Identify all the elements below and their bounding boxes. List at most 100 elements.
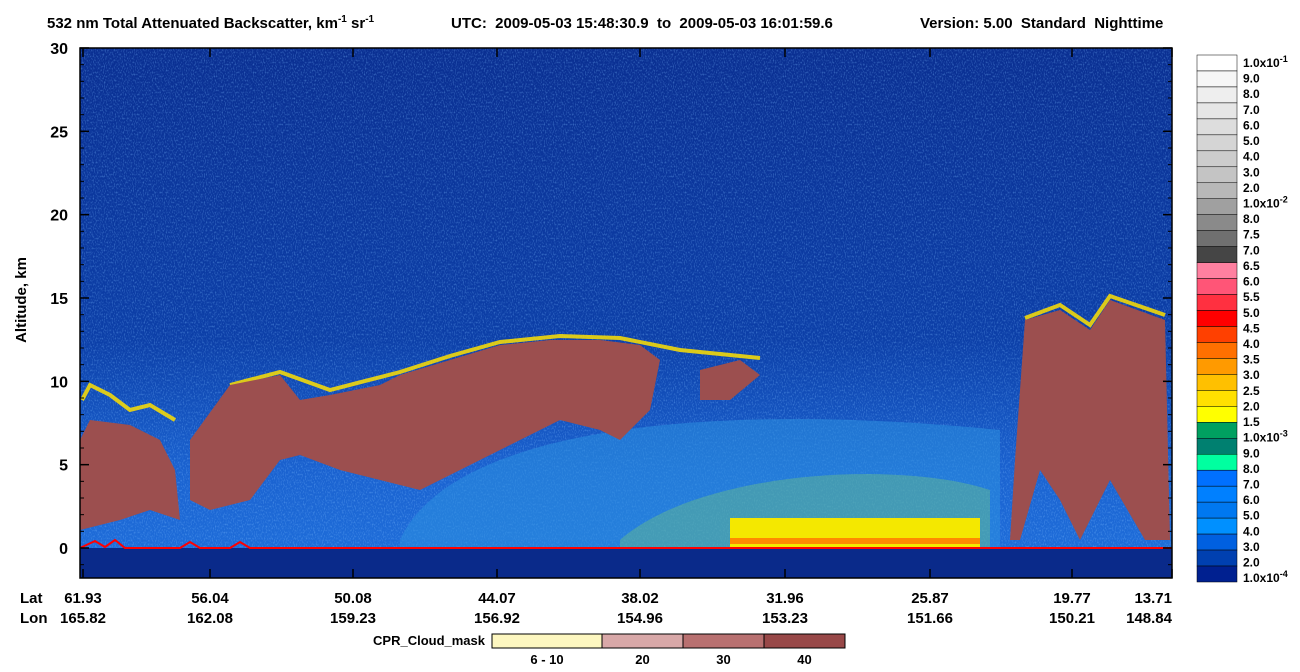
cpr-legend-box <box>682 633 765 649</box>
colorbar-label: 7.0 <box>1243 103 1260 117</box>
cpr-legend-label: 30 <box>716 652 730 667</box>
cpr-legend-label: 20 <box>635 652 649 667</box>
colorbar-label: 1.5 <box>1243 415 1260 429</box>
colorbar-label: 4.0 <box>1243 337 1260 351</box>
colorbar-label: 4.0 <box>1243 150 1260 164</box>
colorbar-bin <box>1196 54 1238 72</box>
colorbar-bin <box>1196 118 1238 136</box>
colorbar-label: 1.0x10-2 <box>1243 194 1288 210</box>
lat-tick-label: 44.07 <box>478 590 516 607</box>
colorbar-bin <box>1196 294 1238 311</box>
lat-tick-label: 61.93 <box>64 590 102 607</box>
lon-tick-label: 154.96 <box>617 610 663 627</box>
cpr-legend-title: CPR_Cloud_mask <box>373 633 486 648</box>
colorbar-bin <box>1196 70 1238 88</box>
colorbar-label: 5.0 <box>1243 306 1260 320</box>
cpr-legend-box <box>763 633 846 649</box>
lon-tick-label: 162.08 <box>187 610 233 627</box>
colorbar-label: 6.0 <box>1243 118 1260 132</box>
version: Version: 5.00 Standard Nighttime <box>920 15 1163 32</box>
y-tick-label: 20 <box>50 208 68 225</box>
y-axis-label: Altitude, km <box>13 257 30 343</box>
colorbar-label: 7.0 <box>1243 243 1260 257</box>
colorbar-bin <box>1196 214 1238 231</box>
colorbar-bin <box>1196 310 1238 327</box>
colorbar-label: 9.0 <box>1243 72 1260 86</box>
colorbar-label-exp: -2 <box>1280 194 1288 204</box>
cpr-legend-box <box>601 633 684 649</box>
colorbar-bin <box>1196 533 1238 551</box>
colorbar-label: 8.0 <box>1243 87 1260 101</box>
colorbar-label-exp: -1 <box>1280 54 1288 64</box>
colorbar-bin <box>1196 469 1238 487</box>
colorbar-label: 8.0 <box>1243 212 1260 226</box>
lon-tick-label: 165.82 <box>60 610 106 627</box>
colorbar-bin <box>1196 422 1238 439</box>
colorbar-label-base: 1.0x10 <box>1243 431 1280 445</box>
colorbar-label: 3.0 <box>1243 368 1260 382</box>
y-tick-label: 5 <box>59 458 68 475</box>
lat-tick-label: 13.71 <box>1134 590 1172 607</box>
colorbar-label: 9.0 <box>1243 446 1260 460</box>
colorbar-bin <box>1196 453 1238 471</box>
colorbar-label-base: 1.0x10 <box>1243 571 1280 585</box>
colorbar-bin <box>1196 278 1238 295</box>
colorbar-label: 1.0x10-4 <box>1243 569 1288 585</box>
colorbar-bin <box>1196 565 1238 583</box>
lat-tick-label: 19.77 <box>1053 590 1091 607</box>
colorbar-label-base: 1.0x10 <box>1243 196 1280 210</box>
y-tick-label: 10 <box>50 374 68 391</box>
colorbar-bin <box>1196 86 1238 104</box>
colorbar-label: 8.0 <box>1243 462 1260 476</box>
colorbar-label: 1.0x10-1 <box>1243 54 1288 70</box>
plot-frame <box>79 47 1173 579</box>
colorbar-bin <box>1196 326 1238 343</box>
colorbar-label: 5.0 <box>1243 509 1260 523</box>
colorbar-bin <box>1196 485 1238 503</box>
y-tick-label: 25 <box>50 124 68 141</box>
cpr-legend-label: 40 <box>797 652 811 667</box>
lat-tick-label: 50.08 <box>334 590 372 607</box>
colorbar-bin <box>1196 230 1238 247</box>
colorbar-label: 6.0 <box>1243 275 1260 289</box>
y-tick-label: 15 <box>50 291 68 308</box>
colorbar-label: 3.5 <box>1243 353 1260 367</box>
utc-range: UTC: 2009-05-03 15:48:30.9 to 2009-05-03… <box>451 15 833 32</box>
colorbar-label: 5.5 <box>1243 290 1260 304</box>
colorbar-bin <box>1196 549 1238 567</box>
colorbar-label: 4.5 <box>1243 321 1260 335</box>
colorbar-bin <box>1196 501 1238 519</box>
lon-tick-label: 148.84 <box>1126 610 1173 627</box>
colorbar-label-exp: -3 <box>1280 429 1288 439</box>
y-tick-label: 0 <box>59 541 68 558</box>
lon-tick-label: 151.66 <box>907 610 953 627</box>
colorbar-label: 3.0 <box>1243 165 1260 179</box>
colorbar-bin <box>1196 198 1238 215</box>
cpr-legend-box <box>491 633 603 649</box>
colorbar-label: 2.0 <box>1243 399 1260 413</box>
colorbar-bin <box>1196 438 1238 455</box>
colorbar-bin <box>1196 358 1238 375</box>
colorbar-label-exp: -4 <box>1280 569 1288 579</box>
colorbar-bin <box>1196 102 1238 120</box>
colorbar-bin <box>1196 182 1238 199</box>
colorbar-label: 2.5 <box>1243 384 1260 398</box>
colorbar-bin <box>1196 406 1238 423</box>
colorbar-bin <box>1196 166 1238 184</box>
lat-tick-label: 38.02 <box>621 590 659 607</box>
colorbar-label: 3.0 <box>1243 540 1260 554</box>
cpr-legend-label: 6 - 10 <box>530 652 563 667</box>
colorbar-label-base: 1.0x10 <box>1243 56 1280 70</box>
colorbar-label: 7.0 <box>1243 477 1260 491</box>
lon-tick-label: 153.23 <box>762 610 808 627</box>
lat-tick-label: 25.87 <box>911 590 949 607</box>
lon-row-label: Lon <box>20 610 48 627</box>
colorbar-label: 6.5 <box>1243 259 1260 273</box>
chart-title: 532 nm Total Attenuated Backscatter, km-… <box>47 14 375 32</box>
colorbar-bin <box>1196 134 1238 152</box>
colorbar-label: 4.0 <box>1243 524 1260 538</box>
colorbar-label: 5.0 <box>1243 134 1260 148</box>
colorbar-label: 2.0 <box>1243 556 1260 570</box>
lon-tick-label: 156.92 <box>474 610 520 627</box>
